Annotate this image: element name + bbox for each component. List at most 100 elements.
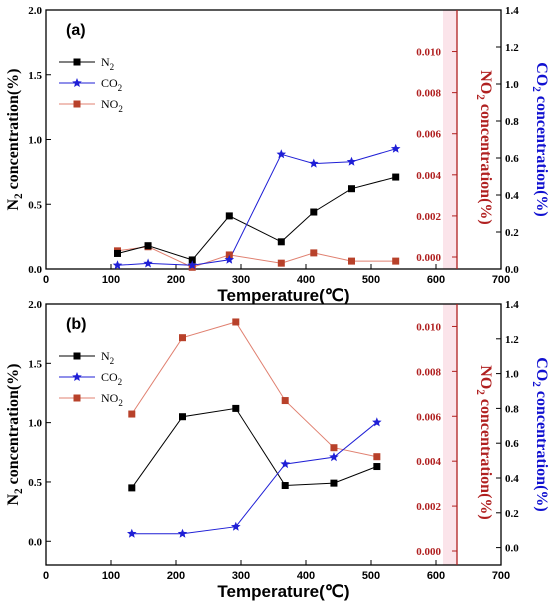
series-line-no2	[131, 321, 377, 458]
co2-axis-title: CO2 concentration(%)	[530, 62, 550, 216]
point-n2	[373, 463, 381, 471]
series-line-co2	[117, 148, 396, 266]
point-n2	[114, 249, 121, 257]
point-co2	[309, 158, 319, 168]
point-n2	[225, 212, 233, 220]
point-co2	[346, 156, 357, 166]
co2-tick-label: 0.2	[505, 508, 519, 520]
co2-tick-label: 1.0	[505, 79, 519, 91]
co2-tick-label: 0.0	[505, 543, 519, 555]
legend-marker-no2	[73, 394, 81, 402]
legend-label-n2: N2	[101, 55, 114, 72]
no2-axis-band	[443, 10, 457, 269]
legend-label-co2: CO2	[101, 76, 122, 93]
co2-tick-label: 0.6	[505, 153, 519, 165]
legend: N2 CO2 NO2	[59, 55, 123, 114]
point-no2	[310, 249, 318, 257]
point-no2	[330, 444, 338, 452]
no2-axis-band	[443, 304, 457, 565]
x-tick-label: 700	[492, 570, 510, 582]
point-no2	[128, 410, 136, 418]
point-n2	[188, 256, 196, 264]
point-n2	[232, 404, 240, 412]
co2-tick-label: 0.4	[505, 190, 519, 202]
no2-tick-label: 0.004	[416, 456, 441, 468]
series-line-co2	[131, 421, 378, 535]
co2-tick-label: 0.2	[505, 227, 519, 239]
no2-tick-label: 0.006	[416, 411, 441, 423]
n2-tick-label: 2.0	[28, 299, 42, 311]
co2-tick-label: 1.2	[505, 334, 519, 346]
no2-tick-label: 0.008	[416, 88, 441, 100]
x-tick-label: 600	[427, 274, 445, 286]
co2-axis-title: CO2 concentration(%)	[530, 357, 550, 511]
x-tick-label: 200	[167, 274, 185, 286]
point-n2	[128, 484, 136, 492]
point-co2	[280, 459, 290, 469]
no2-tick-label: 0.008	[416, 366, 441, 378]
co2-tick-label: 0.8	[505, 116, 519, 128]
n2-tick-label: 0.5	[28, 477, 42, 489]
series-line-n2	[117, 176, 396, 261]
panel-a: 0 100 200 300 400 500 600 700Temperature(℃)0.00…	[5, 5, 550, 305]
point-no2	[373, 453, 381, 461]
n2-axis-title: N2 concentration(%)	[5, 363, 25, 505]
panel-b: 0 100 200 300 400 500 600 700Temperature(℃)0.00…	[5, 299, 550, 601]
panel-label: (a)	[66, 22, 86, 39]
x-tick-label: 700	[492, 274, 510, 286]
point-co2	[187, 260, 197, 270]
point-no2	[277, 259, 285, 267]
point-n2	[310, 208, 318, 216]
x-axis-title: Temperature(℃)	[217, 286, 349, 305]
legend-marker-co2	[72, 78, 82, 87]
legend: N2 CO2 NO2	[59, 349, 123, 408]
n2-tick-label: 1.0	[28, 418, 42, 430]
no2-tick-label: 0.006	[416, 129, 441, 141]
n2-tick-label: 0.0	[28, 264, 42, 276]
x-tick-label: 300	[232, 570, 250, 582]
no2-tick-label: 0.004	[416, 170, 441, 182]
n2-tick-label: 0.5	[28, 199, 42, 211]
series-line-n2	[131, 407, 377, 489]
no2-tick-label: 0.010	[416, 47, 441, 59]
no2-tick-label: 0.002	[416, 501, 441, 513]
legend-marker-n2	[73, 352, 81, 360]
point-no2	[348, 257, 355, 265]
plot-frame	[45, 303, 502, 566]
point-co2	[231, 521, 241, 531]
point-n2	[392, 173, 400, 181]
x-tick-label: 100	[102, 274, 120, 286]
legend-label-n2: N2	[101, 349, 114, 366]
co2-tick-label: 1.4	[505, 299, 519, 311]
no2-tick-label: 0.002	[416, 211, 441, 223]
no2-axis-title: NO2 concentration(%)	[474, 365, 494, 519]
point-co2	[329, 452, 339, 462]
legend-label-no2: NO2	[101, 97, 123, 114]
x-tick-label: 0	[43, 274, 49, 286]
point-n2	[281, 482, 289, 490]
point-no2	[179, 334, 186, 342]
x-tick-label: 300	[232, 274, 250, 286]
legend-label-no2: NO2	[101, 391, 123, 408]
point-no2	[392, 257, 400, 265]
x-tick-label: 500	[362, 274, 380, 286]
x-tick-label: 500	[362, 570, 380, 582]
x-tick-label: 200	[167, 570, 185, 582]
legend-marker-no2	[73, 100, 81, 108]
panel-label: (b)	[66, 316, 86, 333]
point-co2	[276, 149, 287, 159]
n2-tick-label: 1.5	[28, 70, 42, 82]
point-n2	[179, 413, 186, 421]
point-co2	[112, 260, 123, 270]
point-co2	[177, 528, 188, 538]
x-tick-label: 0	[43, 570, 49, 582]
point-no2	[232, 318, 240, 326]
x-tick-label: 400	[297, 570, 315, 582]
n2-tick-label: 1.5	[28, 358, 42, 370]
n2-axis-title: N2 concentration(%)	[5, 68, 25, 210]
point-co2	[372, 417, 382, 427]
point-co2	[224, 254, 235, 264]
legend-marker-n2	[73, 58, 81, 66]
point-co2	[390, 143, 401, 153]
no2-axis-title: NO2 concentration(%)	[474, 70, 494, 224]
